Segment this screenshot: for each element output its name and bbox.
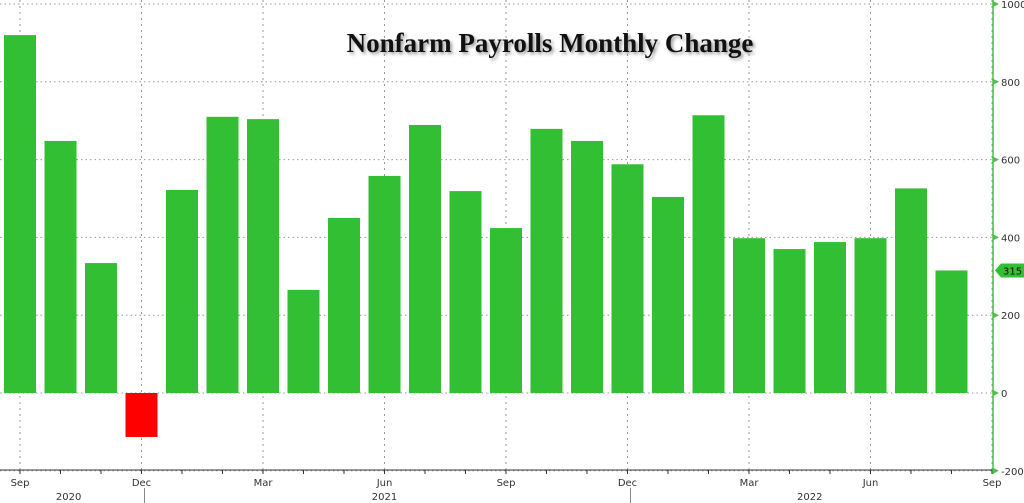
x-tick-label: Jun [376, 478, 393, 489]
bar-2020-10 [44, 140, 77, 393]
bar-2022-01 [652, 196, 684, 393]
bar-2021-09 [490, 228, 522, 393]
bar-2022-05 [814, 242, 846, 393]
bar-2020-09 [4, 35, 36, 394]
year-label: 2020 [56, 492, 81, 503]
y-tick-label: 600 [1001, 156, 1020, 167]
y-tick-label: 800 [1001, 78, 1020, 89]
y-tick-label: -200 [1001, 467, 1024, 478]
bar-2021-01 [166, 189, 198, 393]
bar-2021-02 [206, 116, 239, 393]
bar-2021-05 [328, 217, 360, 393]
bar-2020-11 [85, 263, 117, 393]
bar-2022-08 [935, 270, 968, 393]
bar-2022-04 [773, 249, 806, 393]
y-tick-label: 400 [1001, 233, 1020, 244]
y-tick-marker [993, 467, 999, 474]
bar-2021-03 [247, 119, 279, 394]
bar-2022-06 [854, 238, 887, 393]
y-tick-marker [993, 156, 999, 163]
x-tick-label: Sep [11, 478, 30, 489]
y-tick-label: 1000 [1001, 0, 1024, 11]
bar-2021-07 [409, 124, 441, 393]
y-tick-marker [993, 234, 999, 241]
bar-2022-03 [733, 238, 765, 393]
bar-2021-04 [287, 289, 320, 393]
y-tick-marker [993, 78, 999, 85]
bar-2021-10 [530, 128, 563, 393]
x-tick-label: Sep [497, 478, 516, 489]
x-tick-label: Mar [254, 478, 274, 489]
year-label: 2022 [797, 492, 822, 503]
x-tick-label: Mar [740, 478, 760, 489]
x-tick-label: Dec [618, 478, 637, 489]
x-tick-label: Jun [862, 478, 879, 489]
x-tick-label: Sep [983, 478, 1002, 489]
bar-2020-12 [125, 393, 158, 437]
x-tick-label: Dec [132, 478, 151, 489]
y-tick-label: 0 [1001, 389, 1007, 400]
bar-2021-12 [611, 164, 644, 393]
bar-2022-02 [692, 115, 725, 393]
chart-title: Nonfarm Payrolls Monthly Change [346, 28, 754, 58]
bar-2022-07 [895, 188, 927, 393]
bar-2021-08 [449, 191, 482, 393]
bar-2021-06 [368, 175, 401, 393]
last-value-label: 315 [1003, 266, 1022, 277]
y-tick-marker [993, 312, 999, 319]
y-tick-marker [993, 390, 999, 396]
bar-2021-11 [571, 140, 603, 393]
y-tick-marker [993, 1, 999, 7]
last-value-badge [995, 263, 1024, 278]
year-label: 2021 [372, 492, 397, 503]
y-tick-label: 200 [1001, 311, 1020, 322]
